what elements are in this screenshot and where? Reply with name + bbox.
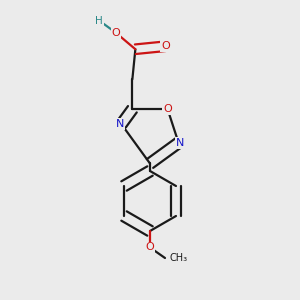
Text: H: H [95, 16, 103, 26]
Text: CH₃: CH₃ [169, 253, 188, 263]
Text: N: N [116, 119, 124, 129]
Text: O: O [163, 104, 172, 114]
Text: N: N [176, 138, 184, 148]
Text: O: O [112, 28, 120, 38]
Text: O: O [146, 242, 154, 253]
Text: O: O [161, 41, 170, 51]
